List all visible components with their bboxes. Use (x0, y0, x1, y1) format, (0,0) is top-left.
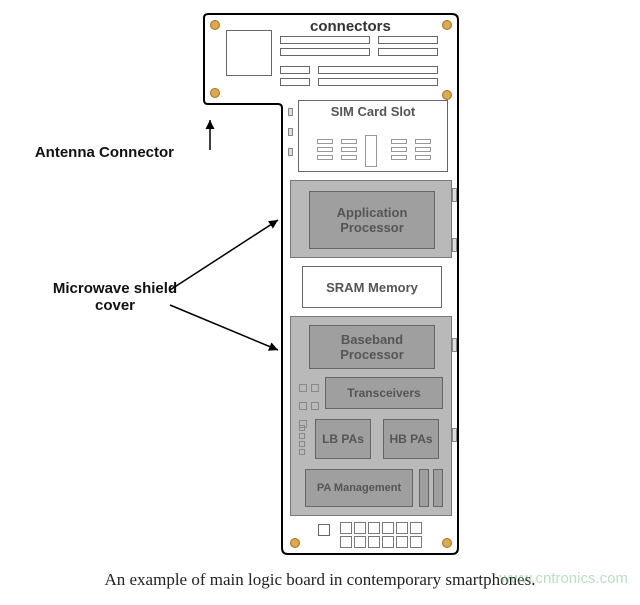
microwave-text: Microwave shield cover (53, 280, 177, 314)
connector-row (280, 48, 370, 56)
sim-card-slot: SIM Card Slot (298, 100, 448, 172)
bottom-pad (318, 524, 330, 536)
application-processor-chip: Application Processor (309, 191, 435, 249)
logic-board: connectors SIM Card Slot (200, 8, 460, 558)
side-pad (452, 188, 457, 202)
screw-icon (290, 538, 300, 548)
connector-row (318, 66, 438, 74)
bottom-pad-grid (340, 522, 422, 548)
connector-row (378, 36, 438, 44)
screw-icon (442, 538, 452, 548)
watermark-text: www.cntronics.com (500, 570, 628, 587)
connector-row (280, 36, 370, 44)
side-pad (288, 148, 293, 156)
connector-row (280, 66, 310, 74)
sim-pins (317, 139, 333, 160)
side-pad (452, 238, 457, 252)
small-chip (419, 469, 429, 507)
screw-icon (210, 20, 220, 30)
side-pad (288, 128, 293, 136)
screw-icon (210, 88, 220, 98)
side-pad (452, 428, 457, 442)
shield-rf-section: Baseband Processor Transceivers LB PAs H… (290, 316, 452, 516)
sim-slot-opening (365, 135, 377, 167)
shield-app-processor: Application Processor (290, 180, 452, 258)
square-connector (226, 30, 272, 76)
screw-icon (442, 90, 452, 100)
connector-row (378, 48, 438, 56)
screw-icon (442, 20, 452, 30)
small-chip (433, 469, 443, 507)
transceivers-chip: Transceivers (325, 377, 443, 409)
side-pad (452, 338, 457, 352)
sim-pins (415, 139, 431, 160)
baseband-processor-chip: Baseband Processor (309, 325, 435, 369)
small-pads (299, 425, 305, 455)
antenna-connector-label: Antenna Connector (34, 144, 174, 161)
connector-row (318, 78, 438, 86)
side-pad (288, 108, 293, 116)
sram-memory-chip: SRAM Memory (302, 266, 442, 308)
antenna-text: Antenna Connector (35, 144, 174, 161)
sim-pins (391, 139, 407, 160)
connectors-title: connectors (310, 18, 391, 35)
sim-pins (341, 139, 357, 160)
pa-management-chip: PA Management (305, 469, 413, 507)
hb-pa-chip: HB PAs (383, 419, 439, 459)
connector-row (280, 78, 310, 86)
lb-pa-chip: LB PAs (315, 419, 371, 459)
sim-label: SIM Card Slot (299, 105, 447, 119)
